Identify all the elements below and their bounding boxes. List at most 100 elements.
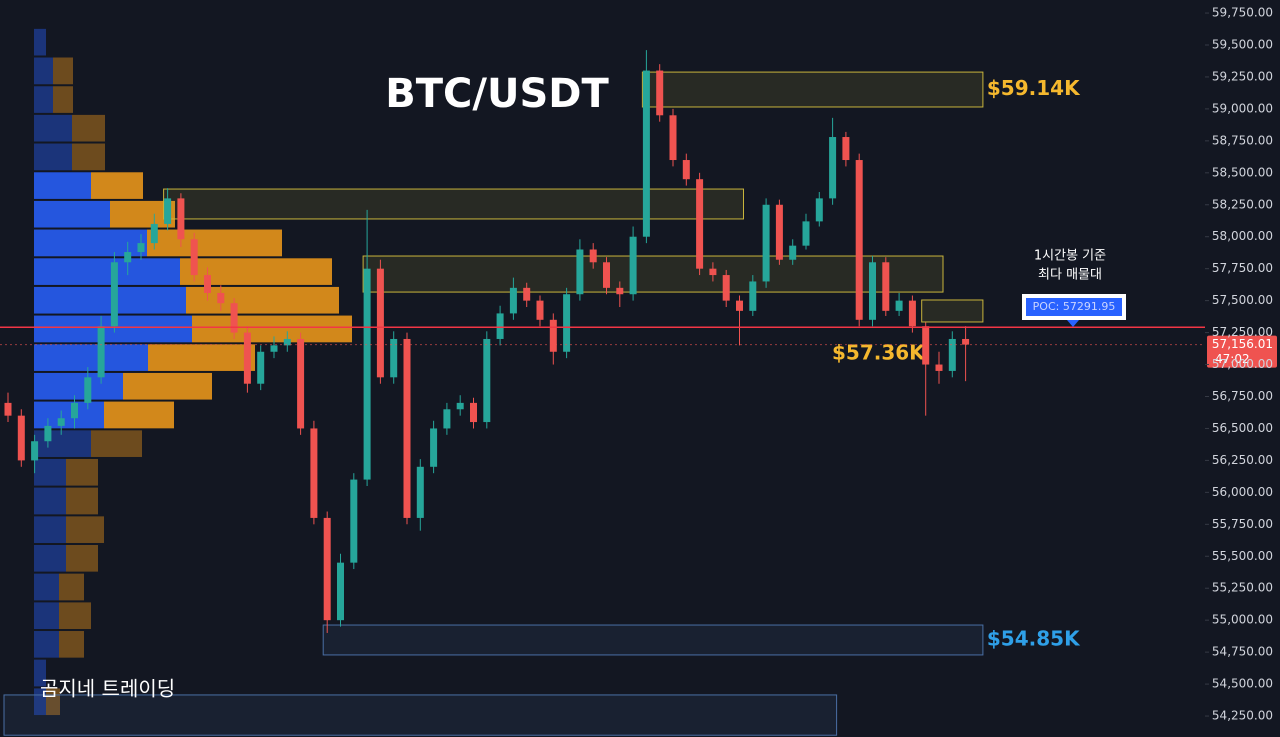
candle-body: [669, 115, 677, 161]
y-tick-label: 58,750.00: [1212, 133, 1273, 147]
candle-body: [842, 137, 850, 161]
profile-buy: [34, 430, 91, 457]
y-tick-label: 57,250.00: [1212, 325, 1273, 339]
candle-body: [589, 249, 597, 263]
candle-body: [775, 204, 783, 260]
candle-body: [629, 236, 637, 295]
profile-sell: [66, 516, 104, 543]
candle-body: [722, 275, 730, 301]
candle-body: [443, 409, 451, 429]
candle-body: [430, 428, 438, 467]
candle-body: [177, 198, 185, 240]
candle-body: [257, 351, 265, 384]
profile-buy: [34, 57, 53, 85]
candle-body: [97, 326, 105, 378]
candle-body: [656, 70, 664, 116]
profile-sell: [53, 86, 73, 113]
profile-buy: [34, 172, 91, 199]
candle-body: [549, 319, 557, 352]
zone: [322, 624, 984, 656]
y-tick-label: 57,000.00: [1212, 357, 1273, 371]
candle-body: [323, 517, 331, 621]
candle-body: [310, 428, 318, 518]
note-line: 최다 매물대: [1038, 268, 1102, 283]
profile-buy: [34, 401, 104, 429]
candle-body: [496, 313, 504, 339]
candle-body: [802, 221, 810, 246]
profile-sell: [59, 631, 84, 658]
poc-label: POC: 57291.95: [1033, 300, 1116, 313]
profile-sell: [66, 458, 98, 486]
watermark: 곰지네 트레이딩: [40, 677, 175, 701]
last-price-box: [1207, 335, 1277, 368]
profile-sell: [148, 344, 255, 371]
y-tick-label: 56,500.00: [1212, 421, 1273, 435]
candle-body: [350, 479, 358, 563]
y-tick-label: 58,500.00: [1212, 165, 1273, 179]
profile-sell: [53, 57, 73, 85]
candle-body: [57, 418, 65, 426]
candle-body: [31, 441, 39, 461]
candle-body: [855, 160, 863, 320]
candle-body: [243, 332, 251, 384]
candle-body: [642, 70, 650, 237]
y-tick-label: 55,000.00: [1212, 613, 1273, 627]
y-tick-label: 56,250.00: [1212, 453, 1273, 467]
candle-body: [922, 326, 930, 365]
candle-body: [709, 268, 717, 276]
candle-body: [297, 338, 305, 429]
y-tick-label: 54,500.00: [1212, 677, 1273, 691]
candle-body: [337, 562, 344, 621]
candle-body: [71, 402, 78, 419]
candle-body: [509, 287, 517, 314]
y-tick-label: 59,750.00: [1212, 6, 1273, 20]
profile-buy: [34, 200, 110, 228]
candle-body: [44, 425, 52, 442]
note-line: 1시간봉 기준: [1034, 249, 1106, 264]
zones: $59.14K$57.36K$54.85K: [3, 71, 1081, 736]
profile-buy: [34, 86, 53, 113]
y-tick-label: 54,250.00: [1212, 709, 1273, 723]
chart-title: BTC/USDT: [385, 71, 609, 117]
candle-body: [962, 338, 970, 345]
zone: [641, 71, 984, 108]
candle-body: [17, 415, 25, 461]
candle-body: [403, 338, 411, 518]
profile-buy: [34, 602, 59, 630]
y-tick-label: 54,750.00: [1212, 645, 1273, 659]
candle-body: [815, 198, 823, 222]
profile-sell: [192, 315, 352, 343]
profile-buy: [34, 28, 46, 56]
profile-buy: [34, 344, 148, 371]
candle-body: [536, 300, 544, 320]
candle-body: [217, 292, 225, 304]
y-tick-label: 58,000.00: [1212, 229, 1273, 243]
candle-body: [736, 300, 743, 311]
profile-sell: [72, 114, 105, 142]
profile-buy: [34, 544, 66, 572]
y-tick-label: 55,250.00: [1212, 581, 1273, 595]
candle-body: [283, 338, 291, 346]
candle-body: [376, 268, 384, 378]
y-tick-label: 59,500.00: [1212, 37, 1273, 51]
candle-body: [682, 160, 690, 180]
profile-sell: [66, 544, 98, 572]
profile-sell: [91, 172, 143, 199]
poc-box-inner: [1026, 298, 1122, 316]
profile-sell: [104, 401, 174, 429]
profile-sell: [59, 573, 84, 601]
candle-body: [390, 338, 398, 378]
zone: [921, 299, 984, 323]
candle-body: [789, 245, 797, 260]
candle-body: [523, 287, 531, 301]
profile-buy: [34, 573, 59, 601]
candle-body: [616, 287, 624, 295]
candle-body: [110, 262, 118, 327]
y-tick-label: 59,000.00: [1212, 101, 1273, 115]
candle-body: [204, 275, 211, 293]
profile-buy: [34, 372, 123, 400]
zone-label: $54.85K: [987, 626, 1081, 650]
last-price-label: 57,156.01: [1212, 337, 1273, 351]
candle-body: [456, 402, 464, 410]
